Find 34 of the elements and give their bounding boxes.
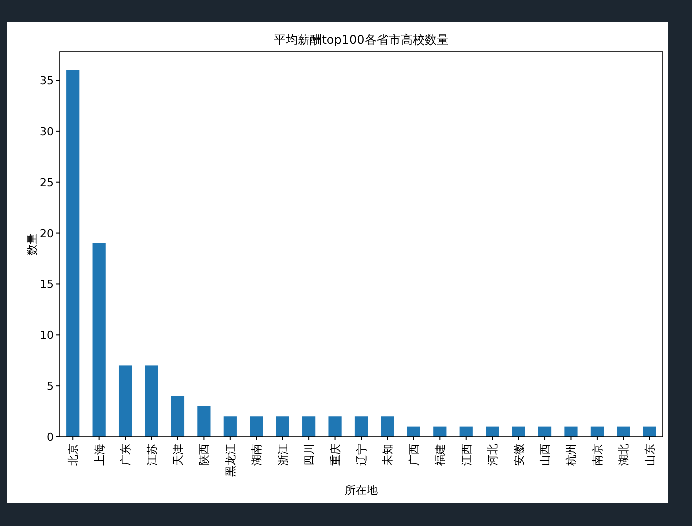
x-tick-label: 南京 [591,444,604,466]
x-tick-label: 广东 [120,444,133,466]
x-tick-label: 江苏 [146,444,159,466]
y-tick-label: 5 [47,380,54,394]
x-tick-label: 湖南 [250,444,264,466]
x-tick-label: 天津 [172,444,185,466]
y-tick-label: 0 [47,431,54,444]
x-tick-label: 上海 [93,444,106,466]
y-tick-label: 15 [40,278,54,292]
chart-title: 平均薪酬top100各省市高校数量 [274,33,449,47]
x-tick-label: 重庆 [329,444,342,466]
x-tick-label: 未知 [382,444,395,466]
y-axis-title: 数量 [26,234,39,256]
x-axis-title: 所在地 [345,484,378,497]
y-tick-label: 20 [40,227,54,240]
x-tick-label: 山东 [644,444,657,466]
x-tick-label: 福建 [434,444,448,466]
x-tick-label: 浙江 [276,444,290,466]
x-tick-label: 黑龙江 [224,444,238,477]
y-tick-label: 25 [40,176,54,190]
x-tick-label: 北京 [67,444,80,466]
x-tick-label: 江西 [460,444,474,466]
x-tick-label: 广西 [408,444,421,466]
x-tick-label: 辽宁 [356,444,368,466]
y-tick-label: 30 [40,125,54,138]
x-tick-label: 安徽 [512,444,526,466]
x-tick-label: 湖北 [618,444,631,466]
x-tick-label: 河北 [486,444,500,466]
y-tick-label: 10 [40,329,54,342]
x-tick-label: 四川 [303,444,316,466]
x-tick-label: 陕西 [198,444,212,466]
y-tick-label: 35 [40,74,54,88]
x-tick-label: 山西 [539,444,552,466]
x-tick-label: 杭州 [565,444,578,467]
